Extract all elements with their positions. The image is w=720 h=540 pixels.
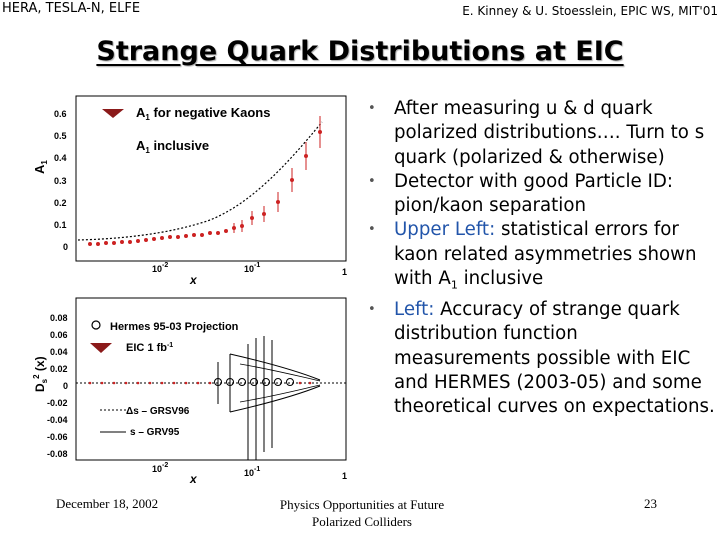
top-panel: 0.6 0.5 0.4 0.3 0.2 0.1 0 A1 10-2 10-1 1… <box>32 95 347 287</box>
eic-points <box>88 381 312 385</box>
bullet-item: • After measuring u & d quark polarized d… <box>368 97 718 170</box>
footer-center-line2: Polarized Colliders <box>311 514 412 529</box>
top-ytick: 0.3 <box>54 176 67 186</box>
svg-text:10-1: 10-1 <box>244 262 260 274</box>
bottom-ylabel: Ds2 (x) <box>32 356 49 392</box>
bullet-highlight: Left: <box>394 299 435 321</box>
bottom-legend-grsv96: Δs – GRSV96 <box>126 406 190 417</box>
footer-date: December 18, 2002 <box>56 496 159 511</box>
header-right: E. Kinney & U. Stoesslein, EPIC WS, MIT'… <box>462 4 718 18</box>
top-ytick: 0.6 <box>54 109 67 119</box>
bullet-dot-icon: • <box>368 222 376 238</box>
triangle-marker-icon <box>102 109 124 118</box>
svg-text:1: 1 <box>342 471 347 481</box>
top-ytick: 0.4 <box>54 153 67 163</box>
bullet-item: • Left: Accuracy of strange quark distrib… <box>368 298 718 419</box>
bullet-item: • Upper Left: statistical errors for kaon… <box>368 218 718 298</box>
header-left: HERA, TESLA-N, ELFE <box>2 1 141 16</box>
bullet-text: 1 <box>450 278 458 292</box>
slide-title: Strange Quark Distributions at EIC <box>96 36 624 67</box>
bullet-text: Detector with good Particle ID: pion/kao… <box>394 170 674 217</box>
top-error-bars <box>233 116 321 233</box>
bottom-legend-eic: EIC 1 fb-1 <box>126 342 173 354</box>
svg-text:0.08: 0.08 <box>50 313 68 323</box>
footer-center-line1: Physics Opportunities at Future <box>279 497 445 512</box>
bullet-text: statistical errors for kaon related asym… <box>394 219 697 290</box>
bullet-highlight: Upper Left: <box>394 219 496 241</box>
bottom-legend-hermes: Hermes 95-03 Projection <box>110 321 239 333</box>
svg-text:0.06: 0.06 <box>50 330 68 340</box>
top-ytick: 0.5 <box>54 131 67 141</box>
top-ytick: 0.1 <box>54 220 67 230</box>
svg-text:-0.04: -0.04 <box>47 415 68 425</box>
svg-text:-0.08: -0.08 <box>47 449 68 459</box>
svg-text:0: 0 <box>63 381 68 391</box>
bottom-yticks: 0.08 0.06 0.04 0.02 0 -0.02 -0.04 -0.06 -0.08 <box>47 313 68 459</box>
hermes-points <box>214 378 294 386</box>
top-ytick: 0.2 <box>54 198 67 208</box>
top-xticks: 10-2 10-1 1 <box>152 262 347 277</box>
circle-marker-icon <box>91 320 101 330</box>
strange-quark-figure: 0.6 0.5 0.4 0.3 0.2 0.1 0 A1 10-2 10-1 1… <box>32 95 347 486</box>
svg-text:0.02: 0.02 <box>50 364 68 374</box>
top-xlabel: x <box>189 273 198 287</box>
bullet-list: • After measuring u & d quark polarized d… <box>368 97 718 420</box>
bullet-text: After measuring u & d quark polarized di… <box>394 98 705 168</box>
bullet-item: • Detector with good Particle ID: pion/ka… <box>368 170 718 219</box>
bullet-dot-icon: • <box>368 302 376 318</box>
svg-text:10-2: 10-2 <box>152 262 168 274</box>
top-ytick: 0 <box>63 242 68 252</box>
svg-text:1: 1 <box>342 267 347 277</box>
bullet-dot-icon: • <box>368 173 376 189</box>
svg-text:-0.02: -0.02 <box>47 398 68 408</box>
svg-text:10-2: 10-2 <box>152 462 168 474</box>
bottom-xlabel: x <box>189 472 198 486</box>
bottom-error-bars <box>217 336 273 460</box>
svg-text:0.04: 0.04 <box>50 347 68 357</box>
bullet-text: inclusive <box>457 268 544 290</box>
footer-page-number: 23 <box>644 496 657 511</box>
bottom-xticks: 10-2 10-1 1 <box>152 462 347 481</box>
footer-center: Physics Opportunities at Future Polarize… <box>258 496 466 530</box>
triangle-marker-icon <box>90 343 112 353</box>
bullet-dot-icon: • <box>368 101 376 116</box>
top-legend-inclusive: A1 inclusive <box>136 138 209 155</box>
svg-text:-0.06: -0.06 <box>47 432 68 442</box>
bullet-text: Accuracy of strange quark distribution f… <box>394 299 715 418</box>
bottom-legend-grv95: s – GRV95 <box>130 427 180 438</box>
svg-text:10-1: 10-1 <box>244 466 260 478</box>
top-ylabel: A1 <box>32 160 49 174</box>
top-legend-kaons: A1 for negative Kaons <box>136 105 270 122</box>
bottom-panel: 0.080.060.04 0.020-0.02 -0.04-0.06-0.08 … <box>32 297 347 486</box>
top-yticks: 0.6 0.5 0.4 0.3 0.2 0.1 0 <box>54 109 68 252</box>
